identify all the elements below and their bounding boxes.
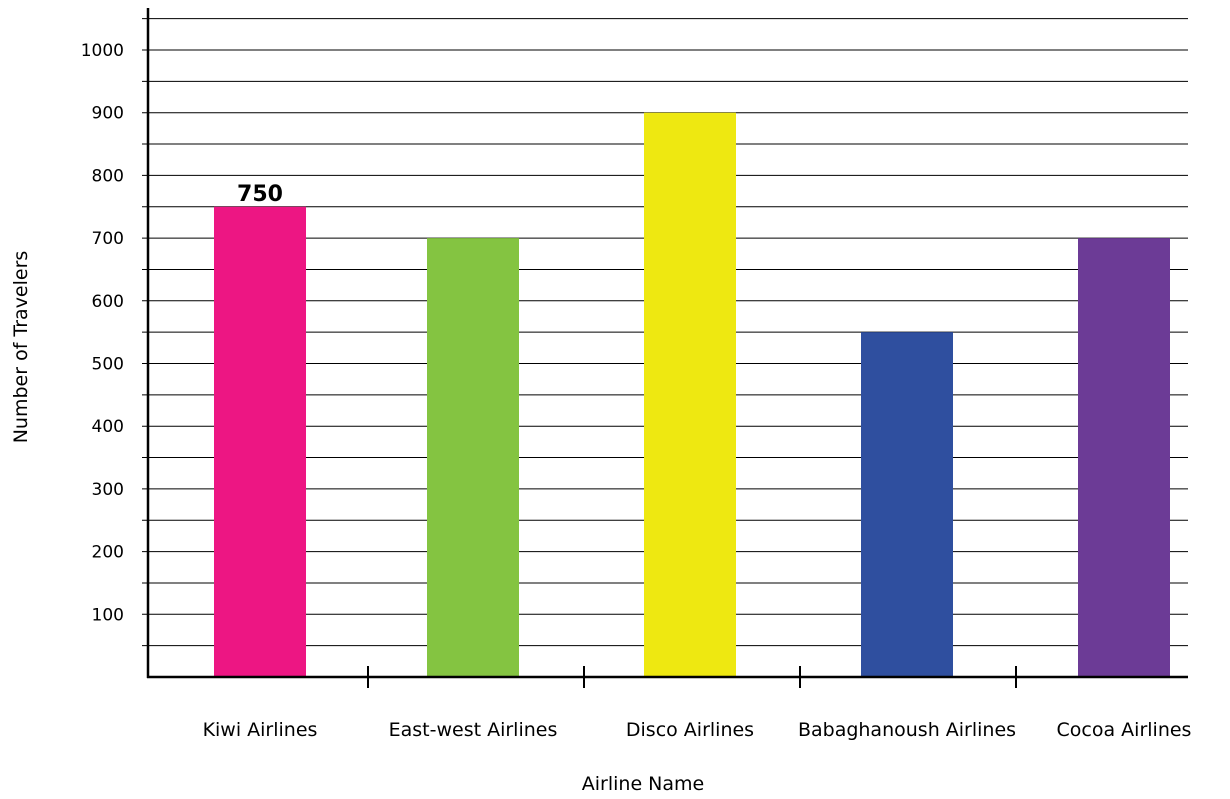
y-axis-title: Number of Travelers: [10, 251, 32, 444]
y-tick-label: 200: [92, 543, 124, 563]
y-tick-label: 700: [92, 229, 124, 249]
x-category-label: Cocoa Airlines: [1057, 719, 1192, 741]
y-tick-label: 600: [92, 292, 124, 312]
x-category-label: East-west Airlines: [389, 719, 558, 741]
x-category-label: Babaghanoush Airlines: [798, 719, 1016, 741]
data-label: 750: [237, 182, 283, 207]
y-tick-label: 900: [92, 104, 124, 124]
bar-5: [1078, 238, 1170, 677]
bar-2: [427, 238, 519, 677]
y-tick-label: 100: [92, 605, 124, 625]
bar-1: [214, 206, 306, 677]
y-tick-label: 300: [92, 480, 124, 500]
x-category-label: Disco Airlines: [626, 719, 754, 741]
x-axis-title: Airline Name: [582, 773, 704, 795]
bar-3: [644, 112, 736, 677]
x-category-label: Kiwi Airlines: [203, 719, 318, 741]
y-tick-label: 400: [92, 417, 124, 437]
y-tick-label: 500: [92, 355, 124, 375]
y-tick-label: 800: [92, 166, 124, 186]
y-tick-label: 1000: [81, 41, 124, 61]
bar-4: [861, 332, 953, 677]
